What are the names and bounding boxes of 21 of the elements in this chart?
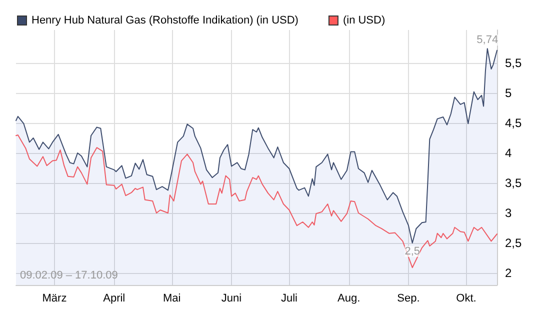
- y-tick-label: 3,5: [505, 176, 522, 190]
- x-tick-label: April: [103, 292, 126, 304]
- legend-label: Henry Hub Natural Gas (Rohstoffe Indikation) (in USD): [32, 14, 298, 26]
- x-tick-label: Juli: [280, 292, 298, 304]
- x-tick-label: Aug.: [338, 292, 360, 304]
- x-tick-label: Juni: [221, 292, 242, 304]
- y-tick-label: 5,5: [505, 56, 522, 70]
- annotation: 2,5: [404, 246, 420, 258]
- y-tick-label: 2: [505, 266, 512, 280]
- y-tick-label: 4,5: [505, 116, 522, 130]
- legend-label: (in USD): [342, 14, 386, 26]
- x-tick-label: Mai: [162, 292, 181, 304]
- annotation: 09.02.09 – 17.10.09: [20, 270, 118, 282]
- y-tick-label: 3: [505, 206, 512, 220]
- x-tick-label: März: [42, 292, 67, 304]
- x-tick-label: Sep.: [397, 292, 420, 304]
- x-tick-label: Okt.: [456, 292, 476, 304]
- y-tick-label: 5: [505, 86, 512, 100]
- annotation: 5,74: [476, 34, 498, 46]
- y-tick-label: 4: [505, 146, 512, 160]
- y-tick-label: 2,5: [505, 236, 522, 250]
